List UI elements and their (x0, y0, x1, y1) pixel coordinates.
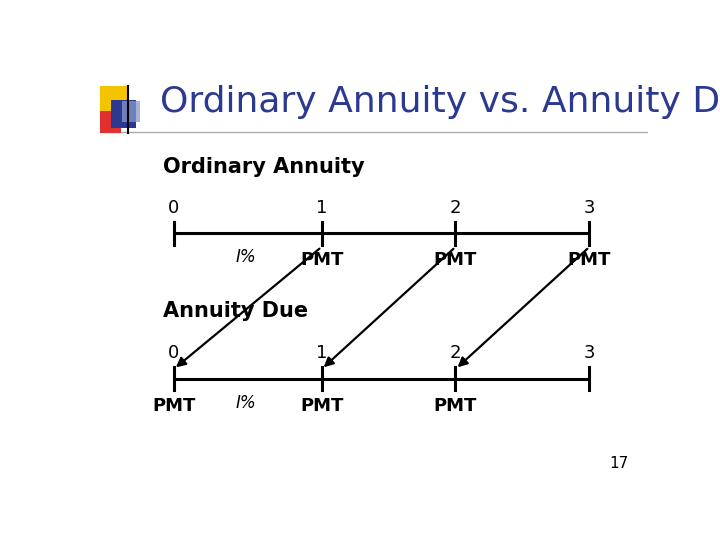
Text: PMT: PMT (152, 396, 195, 415)
Bar (122, 100, 140, 122)
Text: 3: 3 (584, 199, 595, 217)
Text: 1: 1 (316, 199, 328, 217)
Text: PMT: PMT (434, 251, 477, 269)
Text: Annuity Due: Annuity Due (163, 301, 307, 321)
Text: PMT: PMT (300, 251, 343, 269)
Bar (100, 85, 127, 117)
Text: I%: I% (236, 248, 256, 266)
Text: PMT: PMT (434, 396, 477, 415)
Text: 1: 1 (316, 344, 328, 362)
Text: 0: 0 (168, 344, 179, 362)
Text: 0: 0 (168, 199, 179, 217)
Text: PMT: PMT (568, 251, 611, 269)
Text: 17: 17 (609, 456, 629, 471)
Text: 2: 2 (450, 199, 462, 217)
Text: I%: I% (236, 394, 256, 411)
Text: 3: 3 (584, 344, 595, 362)
Bar (100, 111, 121, 133)
Bar (111, 100, 136, 128)
Text: PMT: PMT (300, 396, 343, 415)
Text: 2: 2 (450, 344, 462, 362)
Text: Ordinary Annuity: Ordinary Annuity (163, 157, 364, 177)
Text: Ordinary Annuity vs. Annuity Due: Ordinary Annuity vs. Annuity Due (160, 85, 720, 119)
